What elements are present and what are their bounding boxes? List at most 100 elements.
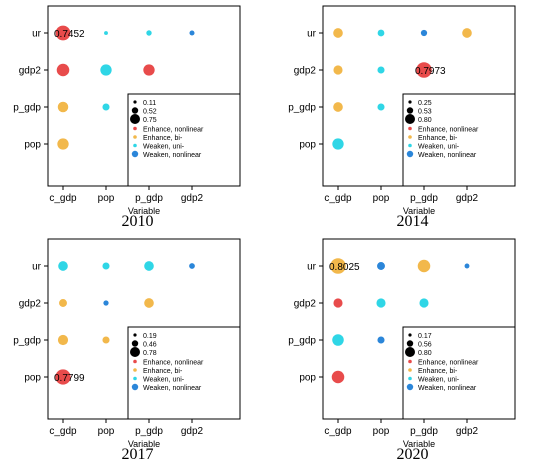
chart-year-label: 2014 [396,213,429,230]
data-point [462,28,472,38]
legend-box [127,93,241,187]
legend-color-label: Weaken, uni- [418,144,460,151]
x-tick-label: pop [98,193,115,204]
legend-size-label: 0.56 [418,342,432,349]
legend-color-marker [408,143,412,148]
legend-size-label: 0.52 [143,109,157,116]
y-tick-label: pop [24,373,41,384]
chart-svg-3: c_gdp pop p_gdp gdp2 pop p_gdp gdp2 ur Variable 0… [13,238,241,448]
legend-size-marker [130,114,140,124]
data-point [57,334,69,346]
legend-box [402,93,516,187]
data-point [103,300,109,306]
legend-color-marker [133,135,137,139]
legend-color-marker [408,368,412,372]
y-tick-label: p_gdp [13,336,41,347]
y-tick-label: pop [24,140,41,151]
x-tick-label: gdp2 [181,426,204,437]
legend-size-marker [131,340,139,347]
legend-size-label: 0.80 [418,117,432,124]
point-value-label: 0.7973 [415,66,446,77]
legend-size-marker [405,347,415,357]
data-point [332,138,344,150]
point-value-label: 0.8025 [329,262,360,273]
x-axis-title: Variable [403,439,435,448]
chart-year-label: 2020 [396,446,429,463]
legend-color-label: Enhance, bi- [418,368,458,375]
data-point [332,334,344,346]
x-tick-label: c_gdp [49,426,77,437]
data-point [144,298,154,308]
x-axis-title: Variable [128,439,160,448]
y-tick-label: p_gdp [288,103,316,114]
data-point [377,336,385,344]
legend-size-label: 0.80 [418,350,432,357]
legend-size-marker [130,347,140,357]
legend-size-marker [131,107,139,114]
legend-size-marker [406,107,414,114]
y-tick-label: pop [299,140,316,151]
data-point [143,64,155,76]
legend-size-label: 0.11 [143,100,156,107]
data-point [57,101,69,113]
data-point [464,263,470,269]
y-tick-label: ur [32,29,42,40]
chart-svg-1: c_gdp pop p_gdp gdp2 pop p_gdp gdp2 ur Variable 0… [13,5,241,215]
data-point [376,298,386,308]
legend-box [402,326,516,420]
legend-color-marker [408,126,412,131]
y-tick-label: gdp2 [19,299,42,310]
legend-color-label: Weaken, uni- [143,377,185,384]
legend-size-label: 0.78 [143,350,157,357]
data-point [333,102,343,112]
legend-color-label: Enhance, nonlinear [143,127,204,134]
x-tick-label: pop [98,426,115,437]
data-point [56,63,70,77]
data-point [377,262,385,270]
data-point [189,263,195,269]
legend-color-label: Weaken, nonlinear [418,152,477,159]
chart-panel-4: c_gdp pop p_gdp gdp2 pop p_gdp gdp2 ur Variable 0… [275,233,550,466]
legend-color-label: Enhance, nonlinear [418,360,479,367]
legend-size-marker [133,333,137,337]
data-point [377,66,385,74]
data-point [420,29,428,37]
data-point [330,258,346,274]
legend-color-label: Weaken, nonlinear [143,385,202,392]
legend-color-label: Weaken, uni- [418,377,460,384]
data-point [333,65,343,75]
data-point [58,261,68,271]
legend-color-marker [133,359,137,364]
x-tick-label: c_gdp [324,426,352,437]
x-tick-label: p_gdp [135,193,163,204]
legend-color-label: Weaken, uni- [143,144,185,151]
legend-color-marker [133,126,137,131]
y-tick-label: gdp2 [294,299,317,310]
data-point [100,64,112,76]
legend-size-label: 0.46 [143,342,157,349]
data-point [331,370,345,384]
x-axis-title: Variable [403,206,435,215]
legend-size-marker [405,114,415,124]
point-value-label: 0.7452 [54,29,85,40]
data-point [57,138,69,150]
y-tick-label: p_gdp [13,103,41,114]
legend-color-marker [133,368,137,372]
legend-size-label: 0.17 [418,333,432,340]
chart-year-label: 2010 [121,213,154,230]
legend-size-label: 0.19 [143,333,157,340]
y-tick-label: ur [307,262,317,273]
x-tick-label: c_gdp [49,193,77,204]
x-tick-label: gdp2 [181,193,204,204]
x-tick-label: c_gdp [324,193,352,204]
legend-color-marker [406,383,414,391]
x-tick-label: pop [373,193,390,204]
legend-size-marker [406,340,414,347]
legend-size-label: 0.53 [418,109,432,116]
y-tick-label: p_gdp [288,336,316,347]
data-point [419,298,429,308]
x-tick-label: pop [373,426,390,437]
legend-box [127,326,241,420]
legend-color-label: Enhance, bi- [418,135,458,142]
chart-svg-4: c_gdp pop p_gdp gdp2 pop p_gdp gdp2 ur Variable 0… [288,238,516,448]
